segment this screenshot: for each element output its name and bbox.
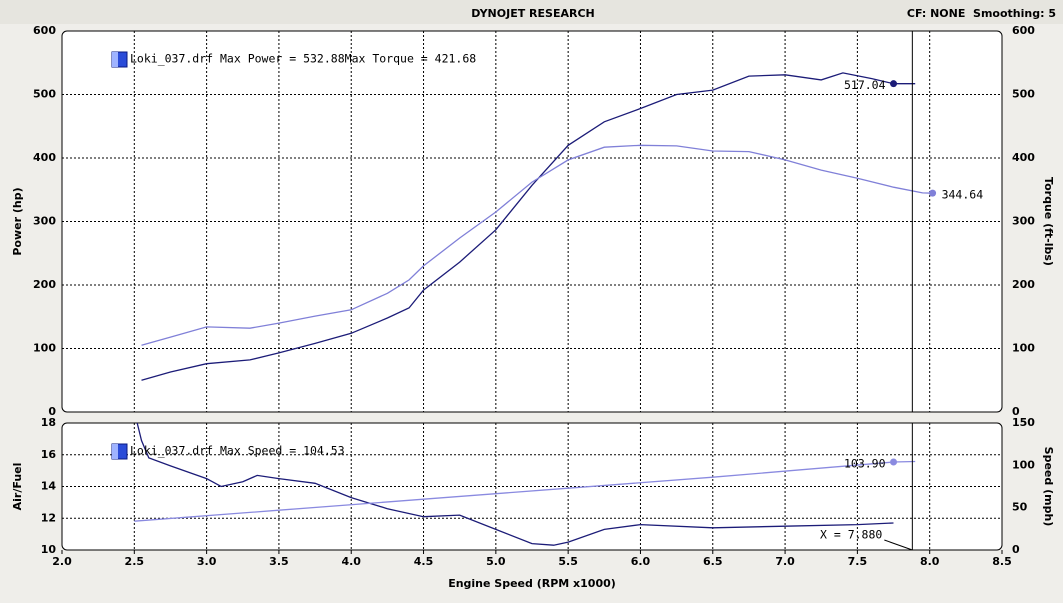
x-tick-label: 8.5 xyxy=(992,555,1012,568)
y2-tick-label: 0 xyxy=(1012,543,1020,556)
x-tick-label: 2.5 xyxy=(125,555,145,568)
x-tick-label: 8.0 xyxy=(920,555,940,568)
y2-axis-title: Speed (mph) xyxy=(1042,447,1055,527)
x-tick-label: 7.0 xyxy=(775,555,795,568)
x-tick-label: 3.0 xyxy=(197,555,217,568)
y2-tick-label: 150 xyxy=(1012,416,1035,429)
y2-tick-label: 300 xyxy=(1012,215,1035,228)
legend-icon-highlight xyxy=(112,52,118,67)
legend-text: Loki_037.drf Max Power = 532.88 xyxy=(130,52,345,66)
y2-tick-label: 100 xyxy=(1012,342,1035,355)
annotation-label: 103.90 xyxy=(844,457,886,471)
x-tick-label: 6.0 xyxy=(631,555,651,568)
header-info: CF: NONE Smoothing: 5 xyxy=(907,7,1056,20)
y-tick-label: 600 xyxy=(33,24,56,37)
y-axis-title: Air/Fuel xyxy=(11,463,24,511)
y-tick-label: 200 xyxy=(33,278,56,291)
y-tick-label: 14 xyxy=(41,480,57,493)
y-tick-label: 0 xyxy=(48,405,56,418)
y2-tick-label: 600 xyxy=(1012,24,1035,37)
y-tick-label: 18 xyxy=(41,416,56,429)
header-title: DYNOJET RESEARCH xyxy=(471,7,594,20)
annotation-marker xyxy=(890,458,898,466)
x-tick-label: 7.5 xyxy=(848,555,868,568)
x-tick-label: 4.0 xyxy=(341,555,361,568)
x-tick-label: 3.5 xyxy=(269,555,289,568)
header-bar xyxy=(0,0,1063,24)
x-tick-label: 4.5 xyxy=(414,555,434,568)
y-tick-label: 12 xyxy=(41,511,56,524)
y2-tick-label: 50 xyxy=(1012,501,1028,514)
x-tick-label: 2.0 xyxy=(52,555,72,568)
y2-tick-label: 100 xyxy=(1012,458,1035,471)
y-tick-label: 16 xyxy=(41,448,57,461)
y-tick-label: 500 xyxy=(33,88,56,101)
y-axis-title: Power (hp) xyxy=(11,187,24,255)
y2-axis-title: Torque (ft-lbs) xyxy=(1042,177,1055,266)
y-tick-label: 10 xyxy=(41,543,57,556)
y-tick-label: 100 xyxy=(33,342,56,355)
annotation-label: 517.04 xyxy=(844,78,886,92)
series-line xyxy=(141,144,933,346)
legend-text: Loki_037.drf Max Speed = 104.53 xyxy=(130,444,345,458)
x-tick-label: 6.5 xyxy=(703,555,723,568)
y-tick-label: 300 xyxy=(33,215,56,228)
legend-text: Max Torque = 421.68 xyxy=(345,52,477,66)
cursor-label: X = 7.880 xyxy=(820,528,882,542)
y-tick-label: 400 xyxy=(33,151,56,164)
annotation-label: 344.64 xyxy=(942,188,984,202)
legend-icon-highlight xyxy=(112,444,118,459)
series-line xyxy=(136,422,894,546)
x-tick-label: 5.0 xyxy=(486,555,506,568)
cursor-leader xyxy=(884,539,913,551)
y2-tick-label: 500 xyxy=(1012,88,1035,101)
annotation-marker xyxy=(929,189,937,197)
x-axis-title: Engine Speed (RPM x1000) xyxy=(448,577,616,590)
x-tick-label: 5.5 xyxy=(558,555,578,568)
y2-tick-label: 200 xyxy=(1012,278,1035,291)
y2-tick-label: 400 xyxy=(1012,151,1035,164)
series-line xyxy=(141,72,916,381)
y2-tick-label: 0 xyxy=(1012,405,1020,418)
annotation-marker xyxy=(890,80,898,88)
